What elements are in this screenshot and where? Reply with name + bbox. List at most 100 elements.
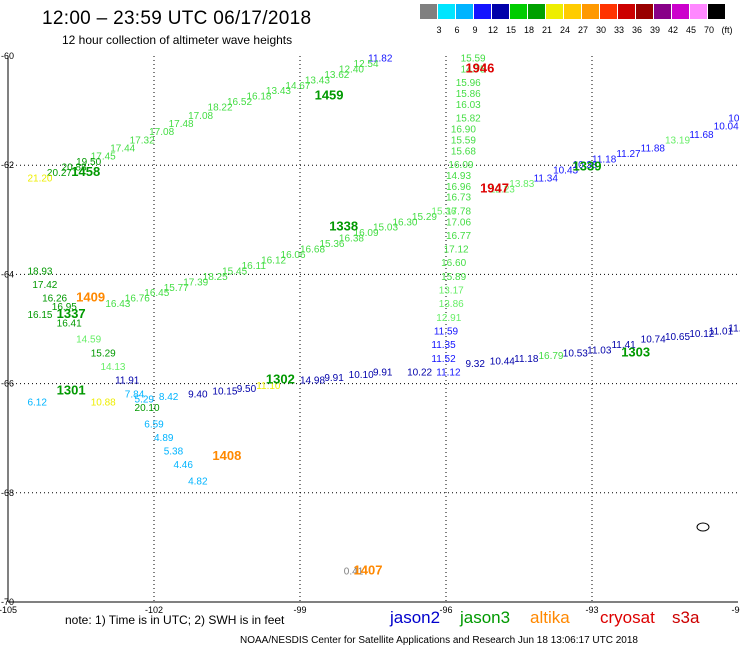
satellite-legend-jason2: jason2 — [390, 608, 441, 627]
scale-swatch — [438, 4, 455, 19]
wave-height-label: 16.11 — [242, 261, 267, 272]
wave-height-label: 11.88 — [641, 144, 666, 155]
wave-height-label: 11.91 — [115, 376, 140, 387]
wave-height-label: 20.10 — [135, 403, 160, 414]
wave-height-label: 15.96 — [456, 78, 481, 89]
wave-height-label: 11.27 — [616, 149, 641, 160]
wave-height-label: 9.50 — [237, 384, 257, 395]
wave-height-label: 14.98 — [300, 376, 325, 387]
scale-label: 27 — [577, 25, 588, 35]
scale-swatch — [708, 4, 725, 19]
wave-height-label: 15.77 — [164, 283, 189, 294]
wave-height-label: 11.01 — [709, 326, 734, 337]
time-label: 1408 — [212, 448, 241, 463]
scale-label: 39 — [649, 25, 660, 35]
scale-label: 12 — [487, 25, 498, 35]
scale-swatch — [420, 4, 437, 19]
scale-label: 70 — [703, 25, 714, 35]
wave-height-label: 21.20 — [27, 174, 52, 185]
scale-label: 33 — [613, 25, 624, 35]
scale-label: 21 — [541, 25, 552, 35]
wave-height-label: 4.46 — [173, 460, 193, 471]
wave-height-label: 16.03 — [456, 100, 481, 111]
wave-height-label: 10.12 — [689, 329, 714, 340]
wave-height-label: 15.36 — [431, 206, 456, 217]
y-tick-label: -70 — [1, 597, 14, 607]
scale-label: 42 — [667, 25, 678, 35]
x-tick-label: -102 — [145, 605, 163, 615]
wave-height-label: 16.95 — [52, 302, 77, 313]
x-tick-label: -99 — [293, 605, 306, 615]
scale-swatch — [654, 4, 671, 19]
wave-height-label: 11.41 — [611, 340, 636, 351]
wave-height-label: 12.54 — [354, 59, 379, 70]
wave-height-label: 15.45 — [222, 266, 247, 277]
x-tick-label: -93 — [585, 605, 598, 615]
wave-height-label: 17.12 — [444, 245, 469, 256]
wave-height-label: 15.36 — [319, 239, 344, 250]
wave-height-label: 15.59 — [451, 135, 476, 146]
wave-height-label: 12.91 — [436, 313, 461, 324]
wave-height-label: 13.43 — [266, 86, 291, 97]
wave-height-label: 16.38 — [339, 234, 364, 245]
scale-label: 9 — [472, 25, 478, 35]
wave-height-label: 16.45 — [144, 288, 169, 299]
wave-height-label: 12.40 — [339, 64, 364, 75]
wave-height-label: 10.88 — [91, 397, 116, 408]
wave-height-label: 15.86 — [456, 89, 481, 100]
time-label: 1303 — [621, 344, 650, 359]
wave-height-label: 17.08 — [188, 111, 213, 122]
wave-height-label: 4.82 — [188, 477, 208, 488]
wave-height-label: 16.52 — [227, 97, 252, 108]
wave-height-label: 16.96 — [446, 182, 471, 193]
scale-label: 45 — [685, 25, 696, 35]
satellite-legend-altika: altika — [530, 608, 570, 627]
wave-height-label: 11.18 — [592, 154, 617, 165]
wave-height-label: 11.10 — [256, 381, 281, 392]
wave-height-label: 0.41 — [344, 567, 364, 578]
wave-height-label: 10.10 — [349, 370, 374, 381]
wave-height-label: 10.04 — [714, 122, 739, 133]
wave-height-label: 16.09 — [448, 160, 473, 171]
wave-height-label: 17.48 — [169, 119, 194, 130]
time-label: 1459 — [315, 88, 344, 103]
chart-subtitle: 12 hour collection of altimeter wave hei… — [62, 33, 293, 47]
wave-height-label: 17.78 — [446, 206, 471, 217]
wave-height-label: 14.93 — [446, 171, 471, 182]
wave-height-label: 16.18 — [246, 92, 271, 103]
wave-height-label: 11.59 — [434, 326, 459, 337]
scale-swatch — [618, 4, 635, 19]
wave-height-label: 13.19 — [665, 135, 690, 146]
scale-label: 30 — [595, 25, 606, 35]
credit-text: NOAA/NESDIS Center for Satellite Applica… — [240, 635, 638, 646]
scale-swatch — [582, 4, 599, 19]
wave-height-label: 14.67 — [285, 81, 310, 92]
wave-height-label: 14.13 — [100, 362, 125, 373]
wave-height-label: 17.42 — [32, 280, 57, 291]
wave-height-label: 16.06 — [281, 250, 306, 261]
wave-height-label: 18.93 — [27, 266, 52, 277]
scale-swatch — [690, 4, 707, 19]
scale-label: 36 — [631, 25, 642, 35]
wave-height-label: 14.59 — [76, 335, 101, 346]
scale-swatch — [528, 4, 545, 19]
wave-height-label: 16.09 — [354, 228, 379, 239]
wave-height-label: 13.17 — [439, 286, 464, 297]
time-label: 1338 — [329, 219, 358, 234]
scale-swatch — [510, 4, 527, 19]
wave-height-label: 11.03 — [587, 346, 612, 357]
scale-swatch — [672, 4, 689, 19]
wave-height-label: 13.62 — [324, 70, 349, 81]
x-tick-label: -90 — [731, 605, 740, 615]
time-label: 1407 — [354, 563, 383, 578]
x-tick-label: -105 — [0, 605, 17, 615]
island-outline — [696, 522, 710, 532]
scale-label: 18 — [523, 25, 534, 35]
wave-height-label: 12.23 — [490, 185, 515, 196]
wave-height-label: 11.52 — [431, 354, 456, 365]
wave-height-label: 9.32 — [465, 359, 485, 370]
time-label: 1301 — [57, 383, 86, 398]
wave-height-label: 10.38 — [573, 160, 598, 171]
wave-height-label: 17.32 — [130, 135, 155, 146]
y-tick-label: -62 — [1, 160, 14, 170]
